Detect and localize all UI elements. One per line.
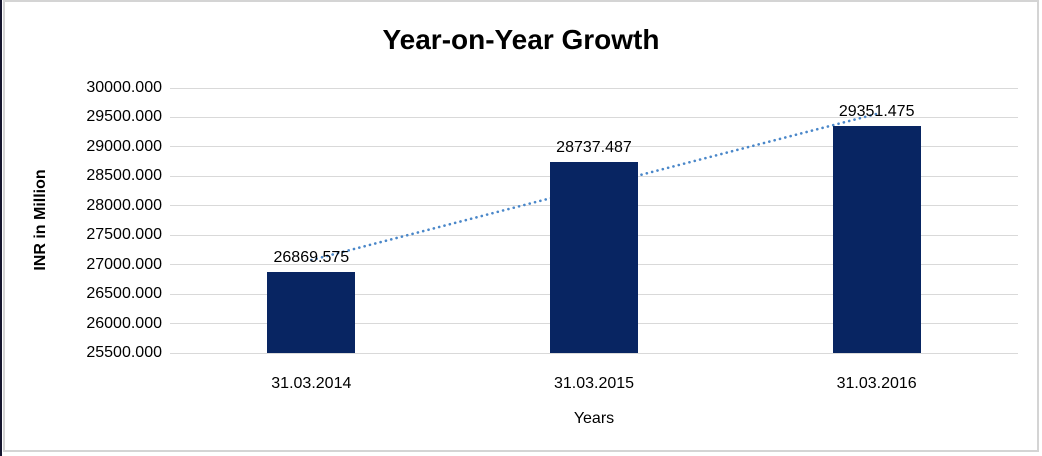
y-axis-tick-label: 27000.000 [86,255,162,273]
x-axis-category-label: 31.03.2016 [836,375,917,392]
bar-data-label: 29351.475 [838,103,915,121]
bar-31.03.2015 [550,162,638,353]
bar-data-label: 28737.487 [556,139,632,157]
y-axis-tick-label: 25500.000 [86,344,162,361]
bar-31.03.2014 [267,272,356,353]
y-axis-tick-label: 30000.000 [86,79,162,96]
y-axis-tick-label: 29500.000 [86,108,162,126]
y-gridline [170,352,1018,354]
y-axis-tick-label: 28500.000 [86,167,162,185]
y-gridline [170,87,1018,89]
y-axis-tick-label: 27500.000 [86,226,162,244]
x-axis-category-label: 31.03.2014 [271,375,352,392]
y-gridline [170,116,1018,118]
y-axis-tick-label: 26000.000 [86,314,162,332]
y-axis-tick-label: 26500.000 [86,285,162,303]
window-left-edge [0,0,2,456]
chart-title: Year-on-Year Growth [382,24,660,55]
y-axis-tick-label: 29000.000 [86,137,162,155]
bar-31.03.2016 [832,126,921,353]
y-axis-title: INR in Million [32,169,49,271]
x-axis-title: Years [573,410,615,427]
x-axis-category-label: 31.03.2015 [553,375,635,392]
y-axis-tick-label: 28000.000 [86,196,162,214]
y-gridline [170,146,1018,148]
bar-data-label: 26869.575 [273,249,350,267]
